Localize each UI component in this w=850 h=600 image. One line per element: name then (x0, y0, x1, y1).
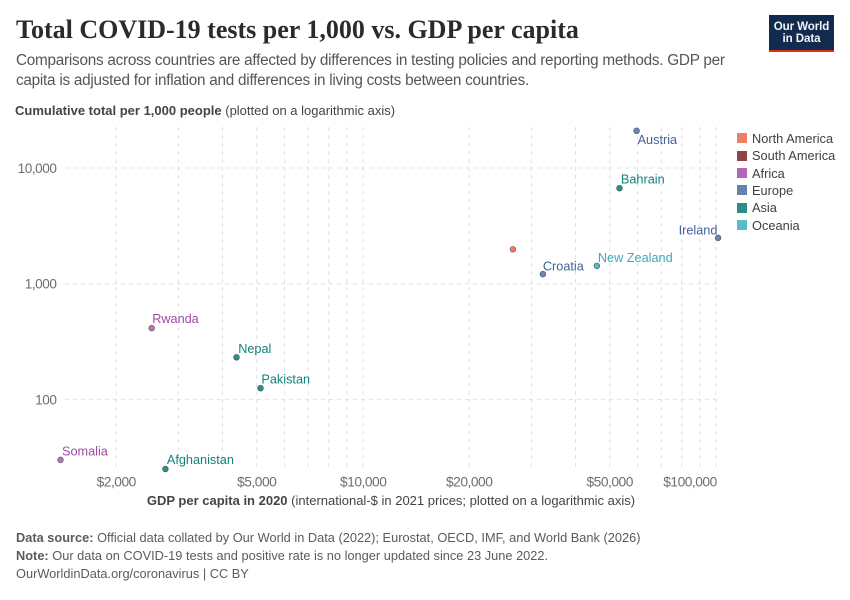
svg-text:Bahrain: Bahrain (621, 172, 665, 186)
svg-text:Nepal: Nepal (238, 342, 271, 356)
svg-text:$2,000: $2,000 (97, 475, 137, 490)
svg-text:Austria: Austria (638, 133, 678, 147)
svg-text:New Zealand: New Zealand (598, 251, 673, 265)
svg-text:Ireland: Ireland (679, 223, 718, 237)
svg-text:Pakistan: Pakistan (261, 373, 310, 387)
svg-text:Somalia: Somalia (62, 444, 109, 458)
svg-text:1,000: 1,000 (25, 277, 58, 292)
svg-text:10,000: 10,000 (18, 161, 58, 176)
svg-text:$20,000: $20,000 (446, 475, 493, 490)
svg-text:$5,000: $5,000 (237, 475, 277, 490)
svg-text:Croatia: Croatia (543, 260, 585, 274)
svg-text:GDP per capita in 2020 (intern: GDP per capita in 2020 (international-$ … (147, 493, 635, 508)
svg-text:$50,000: $50,000 (587, 475, 634, 490)
svg-text:$10,000: $10,000 (340, 475, 387, 490)
svg-text:$100,000: $100,000 (663, 475, 717, 490)
svg-text:Afghanistan: Afghanistan (167, 453, 234, 467)
svg-text:100: 100 (35, 392, 57, 407)
svg-text:Rwanda: Rwanda (152, 312, 199, 326)
